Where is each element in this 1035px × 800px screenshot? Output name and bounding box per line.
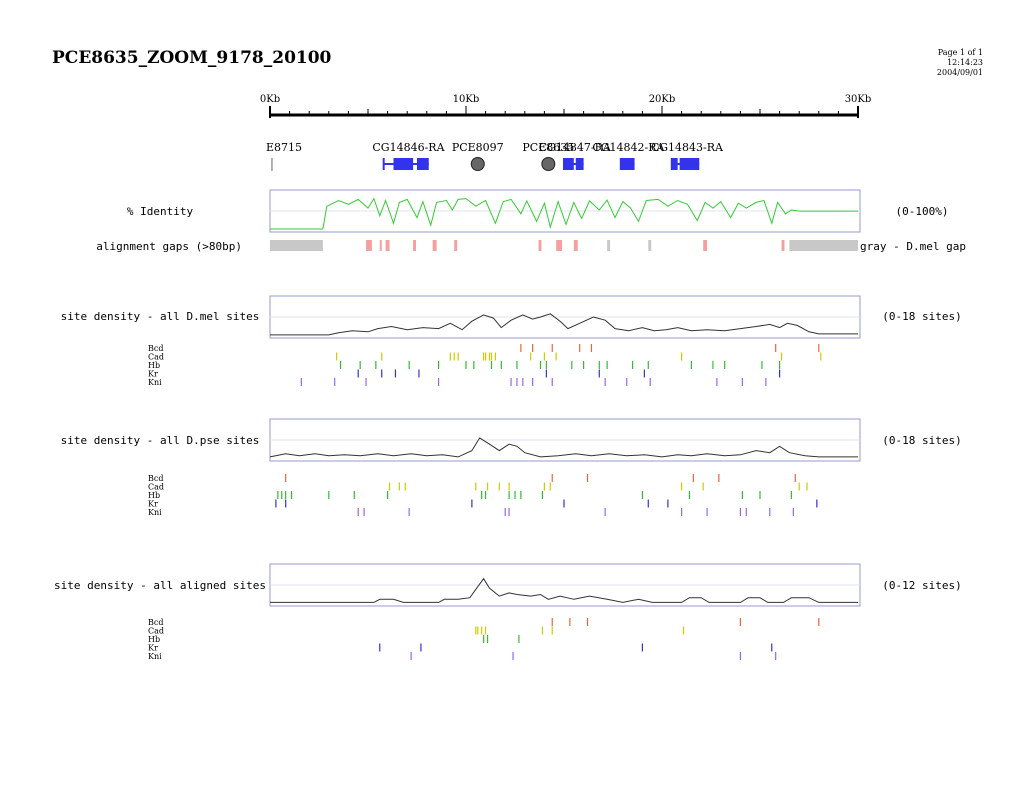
factor-label: Hb — [148, 635, 160, 644]
meta-page: Page 1 of 1 — [937, 48, 983, 57]
feature-label: PCE8635 — [522, 141, 574, 154]
gap-red-block — [573, 240, 578, 251]
gap-red-block — [385, 240, 390, 251]
gap-red-block — [454, 240, 458, 251]
density-curve — [270, 577, 858, 603]
ruler-tick-label: 20Kb — [649, 94, 676, 105]
meta-date: 2004/09/01 — [936, 68, 983, 77]
feature-label: CG14842-RA — [592, 141, 665, 154]
gene-exon — [417, 158, 429, 170]
gene-exon — [679, 158, 700, 170]
page-meta: Page 1 of 1 12:14:23 2004/09/01 — [937, 48, 983, 78]
gap-red-block — [432, 240, 437, 251]
factor-label: Hb — [148, 491, 160, 500]
gene-exon — [564, 158, 574, 170]
density-range-label: (0-18 sites) — [882, 310, 961, 323]
feature-label: CG14846-RA — [372, 141, 445, 154]
gap-gray-block — [789, 240, 858, 251]
density-curve — [270, 313, 858, 336]
factor-label: Cad — [148, 353, 164, 362]
factor-label: Bcd — [148, 618, 163, 627]
identity-curve — [270, 197, 858, 230]
identity-track-label: % Identity — [127, 205, 194, 218]
factor-label: Kr — [148, 644, 158, 653]
gap-red-block — [366, 240, 372, 251]
feature-label: CG14843-RA — [651, 141, 724, 154]
density-range-label: (0-18 sites) — [882, 434, 961, 447]
gene-exon — [671, 158, 678, 170]
density-range-label: (0-12 sites) — [882, 579, 961, 592]
feature-label: E8715 — [266, 141, 302, 154]
gap-red-block — [413, 240, 417, 251]
factor-label: Cad — [148, 627, 164, 636]
factor-label: Hb — [148, 361, 160, 370]
gaps-legend: gray - D.mel gap — [860, 240, 966, 253]
gaps-track-label: alignment gaps (>80bp) — [96, 240, 242, 253]
gap-gray-block — [270, 240, 323, 251]
gap-red-block — [556, 240, 563, 251]
factor-label: Kr — [148, 500, 158, 509]
ruler-tick-label: 0Kb — [260, 94, 280, 105]
density-track-label: site density - all D.pse sites — [61, 434, 260, 447]
page-title: PCE8635_ZOOM_9178_20100 — [52, 48, 332, 68]
element-circle — [541, 157, 556, 171]
gene-exon — [393, 158, 414, 170]
factor-label: Kr — [148, 370, 158, 379]
factor-label: Bcd — [148, 474, 163, 483]
density-curve — [269, 437, 858, 458]
gene-exon — [575, 158, 584, 170]
factor-label: Kni — [148, 652, 162, 661]
gap-gray-block — [607, 240, 611, 251]
gap-red-block — [703, 240, 708, 251]
feature-label: PCE8097 — [452, 141, 504, 154]
gap-red-block — [781, 240, 785, 251]
ruler-tick-label: 30Kb — [845, 94, 872, 105]
feature-label: CG14847-RA — [539, 141, 612, 154]
identity-range-label: (0-100%) — [896, 205, 949, 218]
factor-label: Kni — [148, 508, 162, 517]
density-track-label: site density - all aligned sites — [54, 579, 266, 592]
gene-exon — [620, 158, 635, 170]
element-circle — [470, 157, 485, 171]
gap-gray-block — [648, 240, 652, 251]
factor-label: Bcd — [148, 344, 163, 353]
meta-time: 12:14:23 — [947, 58, 983, 67]
density-track-label: site density - all D.mel sites — [61, 310, 260, 323]
ruler-tick-label: 10Kb — [453, 94, 480, 105]
gap-red-block — [538, 240, 542, 251]
gap-red-block — [379, 240, 382, 251]
factor-label: Kni — [148, 378, 162, 387]
factor-label: Cad — [148, 483, 164, 492]
